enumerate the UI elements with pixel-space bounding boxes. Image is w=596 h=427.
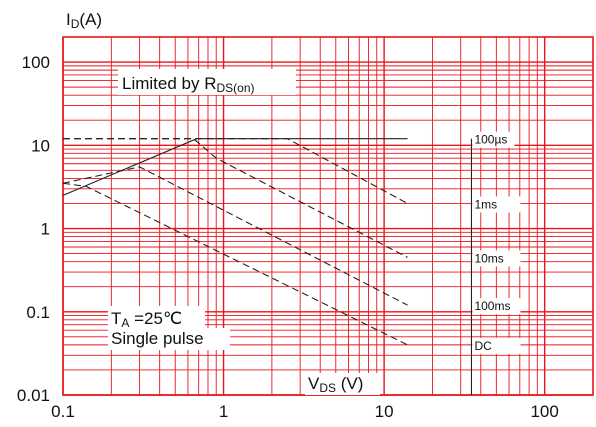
curve-1ms bbox=[63, 138, 408, 204]
curve-10ms bbox=[63, 138, 408, 258]
y-tick-label: 10 bbox=[31, 136, 50, 155]
curve-label: DC bbox=[474, 339, 492, 353]
curve-label: 100µs bbox=[474, 133, 507, 147]
y-tick-label: 0.01 bbox=[17, 386, 50, 405]
x-tick-label: 1 bbox=[219, 402, 228, 421]
pulse-annotation: Single pulse bbox=[108, 328, 230, 350]
curve-label-bg bbox=[472, 337, 521, 354]
curve-dc bbox=[62, 182, 408, 346]
svg-text:VDS (V): VDS (V) bbox=[308, 374, 363, 395]
curve-100s bbox=[62, 138, 408, 196]
limited-annotation: Limited by RDS(on) bbox=[118, 69, 296, 95]
y-axis-label: ID(A) bbox=[66, 10, 102, 31]
x-tick-label: 100 bbox=[530, 402, 558, 421]
svg-text:Limited by RDS(on): Limited by RDS(on) bbox=[122, 74, 255, 95]
curve-label-bg bbox=[472, 131, 515, 148]
curve-label-bg bbox=[472, 298, 521, 315]
y-tick-label: 100 bbox=[22, 53, 50, 72]
x-axis-label: VDS (V) bbox=[305, 373, 380, 395]
curve-label: 100ms bbox=[474, 299, 510, 313]
y-tick-label: 1 bbox=[41, 220, 50, 239]
x-tick-label: 10 bbox=[375, 402, 394, 421]
temperature-annotation: TA =25℃ bbox=[108, 306, 205, 330]
svg-text:TA =25℃: TA =25℃ bbox=[111, 309, 182, 330]
chart-curves: 100µs 1ms 10ms 100ms DC bbox=[62, 131, 521, 395]
svg-text:Single pulse: Single pulse bbox=[111, 329, 204, 348]
curve-label: 10ms bbox=[474, 251, 503, 265]
curve-100ms bbox=[62, 166, 408, 306]
curve-label-bg bbox=[472, 196, 521, 213]
x-tick-label: 0.1 bbox=[51, 402, 75, 421]
curve-label-bg bbox=[472, 250, 521, 267]
y-tick-label: 0.1 bbox=[26, 303, 50, 322]
curve-label: 1ms bbox=[474, 197, 497, 211]
